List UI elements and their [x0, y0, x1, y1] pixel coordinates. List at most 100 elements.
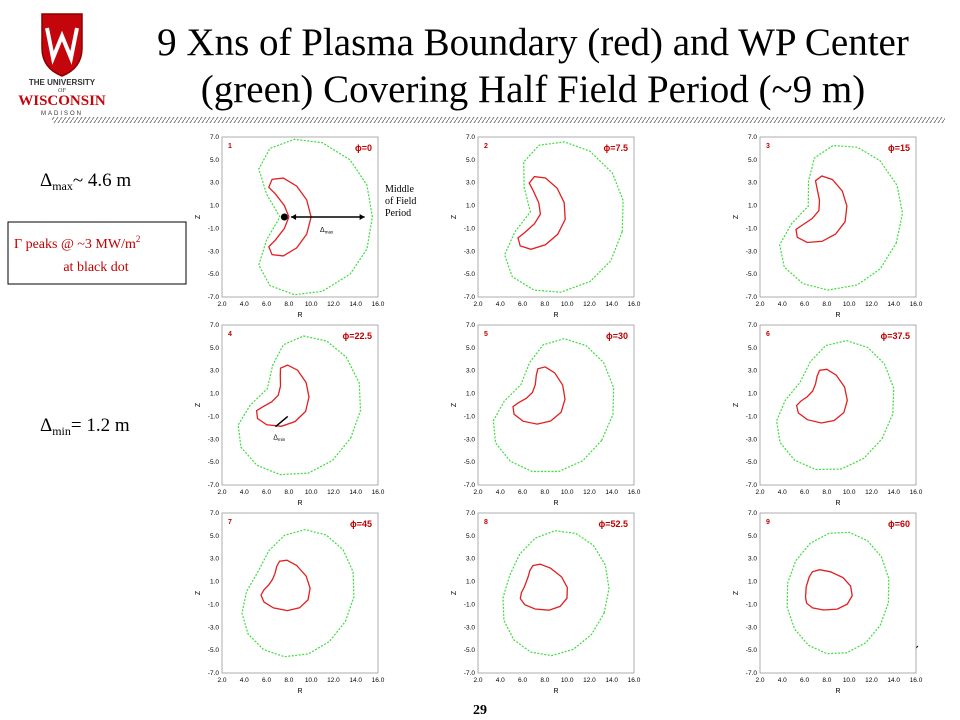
y-tick-label: -5.0: [464, 271, 476, 278]
y-tick-label: 7.0: [748, 134, 757, 141]
y-tick-label: -5.0: [208, 459, 220, 466]
x-tick-label: 4.0: [778, 301, 787, 308]
x-tick-label: 14.0: [605, 489, 618, 496]
x-tick-label: 2.0: [473, 677, 482, 684]
gap-sub: max: [325, 229, 334, 234]
x-tick-label: 16.0: [628, 677, 641, 684]
y-tick-label: 3.0: [748, 180, 757, 187]
plasma-boundary: [795, 368, 848, 424]
plot-frame: [477, 136, 635, 298]
y-tick-label: -7.0: [746, 294, 758, 301]
logo-w: [45, 27, 79, 65]
panel-number: 8: [484, 519, 488, 526]
x-tick-label: 2.0: [217, 301, 226, 308]
y-tick-label: 5.0: [210, 157, 219, 164]
y-axis-label: Z: [195, 590, 202, 595]
gap-label: Δmax: [320, 227, 334, 235]
x-tick-label: 2.0: [217, 677, 226, 684]
panel-number: 1: [228, 143, 232, 150]
x-tick-label: 8.0: [822, 677, 831, 684]
x-axis-label: R: [553, 500, 558, 507]
x-tick-label: 8.0: [540, 677, 549, 684]
x-tick-label: 8.0: [822, 489, 831, 496]
plot-frame: [477, 324, 635, 486]
y-tick-label: 1.0: [466, 579, 475, 586]
y-tick-label: -3.0: [746, 248, 758, 255]
y-tick-label: 7.0: [466, 510, 475, 517]
panel-number: 6: [766, 331, 770, 338]
x-tick-label: 8.0: [284, 489, 293, 496]
wp-center-contour: [786, 531, 890, 655]
y-tick-label: 7.0: [466, 134, 475, 141]
x-tick-label: 14.0: [887, 301, 900, 308]
x-tick-label: 16.0: [628, 301, 641, 308]
y-axis-label: Z: [733, 402, 740, 407]
x-tick-label: 12.0: [327, 301, 340, 308]
phi-label: ϕ=37.5: [880, 331, 910, 341]
x-tick-label: 16.0: [628, 489, 641, 496]
phi-label: ϕ=0: [355, 143, 372, 153]
plasma-boundary: [519, 563, 568, 611]
y-tick-label: -3.0: [208, 436, 220, 443]
peak-dot: [280, 213, 288, 221]
logo-text: MADISON: [41, 111, 83, 117]
phi-label: ϕ=52.5: [598, 519, 628, 529]
y-tick-label: 5.0: [748, 157, 757, 164]
x-tick-label: 12.0: [327, 489, 340, 496]
x-axis-label: R: [835, 688, 840, 695]
x-tick-label: 2.0: [217, 489, 226, 496]
x-tick-label: 2.0: [755, 489, 764, 496]
y-axis-label: Z: [733, 214, 740, 219]
panel-number: 7: [228, 519, 232, 526]
x-tick-label: 6.0: [262, 489, 271, 496]
plot-frame: [759, 324, 917, 486]
x-tick-label: 16.0: [910, 301, 923, 308]
y-tick-label: 1.0: [466, 391, 475, 398]
phi-label: ϕ=22.5: [342, 331, 372, 341]
y-tick-label: -5.0: [464, 647, 476, 654]
y-tick-label: 3.0: [210, 180, 219, 187]
x-tick-label: 16.0: [372, 301, 385, 308]
x-tick-label: 6.0: [800, 489, 809, 496]
peak-note: at black dot: [63, 260, 128, 275]
y-tick-label: -3.0: [464, 248, 476, 255]
y-tick-label: 5.0: [466, 157, 475, 164]
title: 9 Xns of Plasma Boundary (red) and WP Ce…: [157, 21, 909, 64]
page-number: 29: [473, 703, 487, 718]
y-tick-label: 1.0: [748, 579, 757, 586]
logo: THE UNIVERSITY OF WISCONSIN MADISON: [18, 13, 106, 117]
panel: 2.0 4.0 6.0 8.0 10.0 12.0 14.0 16.0 7.0 5.0 3.0 1.0…: [451, 510, 641, 695]
x-tick-label: 10.0: [561, 677, 574, 684]
y-axis-label: Z: [195, 402, 202, 407]
x-tick-label: 8.0: [540, 301, 549, 308]
gap-arrow: [275, 415, 289, 428]
gap-sub: min: [278, 437, 286, 442]
y-tick-label: 3.0: [748, 368, 757, 375]
x-tick-label: 2.0: [473, 489, 482, 496]
y-tick-label: -3.0: [208, 624, 220, 631]
x-tick-label: 12.0: [583, 489, 596, 496]
gap-label: Δmin: [273, 434, 285, 442]
x-tick-label: 8.0: [822, 301, 831, 308]
x-tick-label: 2.0: [755, 301, 764, 308]
y-tick-label: -7.0: [464, 670, 476, 677]
plasma-boundary: [795, 175, 848, 244]
y-tick-label: 7.0: [748, 322, 757, 329]
plot-frame: [221, 512, 379, 674]
x-tick-label: 14.0: [605, 301, 618, 308]
y-tick-label: 7.0: [466, 322, 475, 329]
y-tick-label: -1.0: [746, 601, 758, 608]
y-tick-label: 7.0: [210, 322, 219, 329]
y-axis-label: Z: [451, 402, 458, 407]
x-tick-label: 10.0: [305, 677, 318, 684]
x-tick-label: 2.0: [755, 677, 764, 684]
plasma-boundary: [512, 366, 566, 425]
panel-number: 9: [766, 519, 770, 526]
x-tick-label: 4.0: [496, 489, 505, 496]
phi-label: ϕ=15: [888, 143, 910, 153]
logo-text: WISCONSIN: [18, 93, 106, 109]
x-tick-label: 10.0: [843, 301, 856, 308]
x-tick-label: 12.0: [327, 677, 340, 684]
